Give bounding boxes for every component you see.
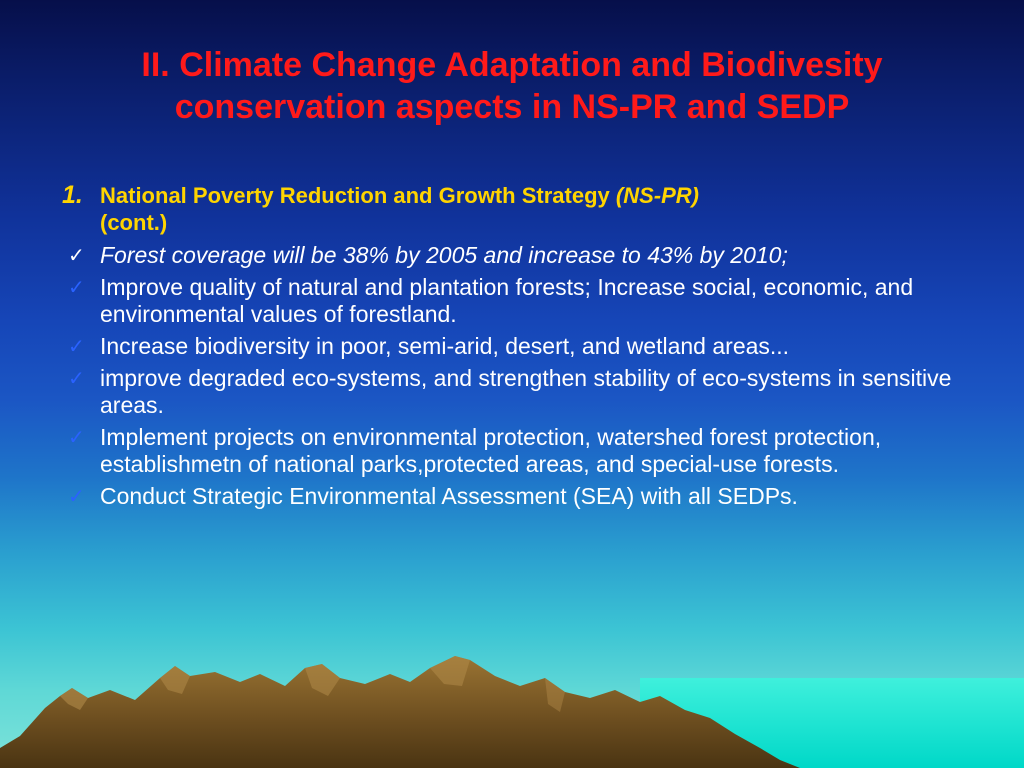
bullet-text: Improve quality of natural and plantatio… bbox=[100, 274, 914, 327]
checkmark-icon: ✓ bbox=[68, 275, 85, 299]
checkmark-icon: ✓ bbox=[68, 334, 85, 358]
section-heading-cont: (cont.) bbox=[100, 210, 168, 235]
bullet-item: ✓ Improve quality of natural and plantat… bbox=[62, 274, 982, 328]
section-heading: 1. National Poverty Reduction and Growth… bbox=[62, 182, 982, 236]
checkmark-icon: ✓ bbox=[68, 484, 85, 508]
bullet-item: ✓ improve degraded eco-systems, and stre… bbox=[62, 365, 982, 419]
mountain-landscape-icon bbox=[0, 656, 1024, 768]
slide-content: 1. National Poverty Reduction and Growth… bbox=[62, 182, 982, 515]
section-heading-main: National Poverty Reduction and Growth St… bbox=[100, 183, 610, 208]
bullet-item: ✓ Conduct Strategic Environmental Assess… bbox=[62, 483, 982, 510]
bullet-text: Forest coverage will be 38% by 2005 and … bbox=[100, 242, 788, 268]
slide-title: II. Climate Change Adaptation and Biodiv… bbox=[40, 44, 984, 128]
bullet-text: Increase biodiversity in poor, semi-arid… bbox=[100, 333, 790, 359]
bullet-text: Implement projects on environmental prot… bbox=[100, 424, 882, 477]
slide-title-line-1: II. Climate Change Adaptation and Biodiv… bbox=[141, 46, 883, 84]
section-heading-abbr: (NS-PR) bbox=[615, 183, 699, 208]
checkmark-icon: ✓ bbox=[68, 243, 85, 267]
bullet-text: improve degraded eco-systems, and streng… bbox=[100, 365, 952, 418]
bullet-item: ✓ Forest coverage will be 38% by 2005 an… bbox=[62, 242, 982, 269]
slide-title-line-2: conservation aspects in NS-PR and SEDP bbox=[174, 88, 850, 126]
bullet-item: ✓ Increase biodiversity in poor, semi-ar… bbox=[62, 333, 982, 360]
bullet-text: Conduct Strategic Environmental Assessme… bbox=[100, 483, 798, 509]
checkmark-icon: ✓ bbox=[68, 425, 85, 449]
checkmark-icon: ✓ bbox=[68, 366, 85, 390]
section-number: 1. bbox=[62, 181, 83, 209]
bullet-item: ✓ Implement projects on environmental pr… bbox=[62, 424, 982, 478]
